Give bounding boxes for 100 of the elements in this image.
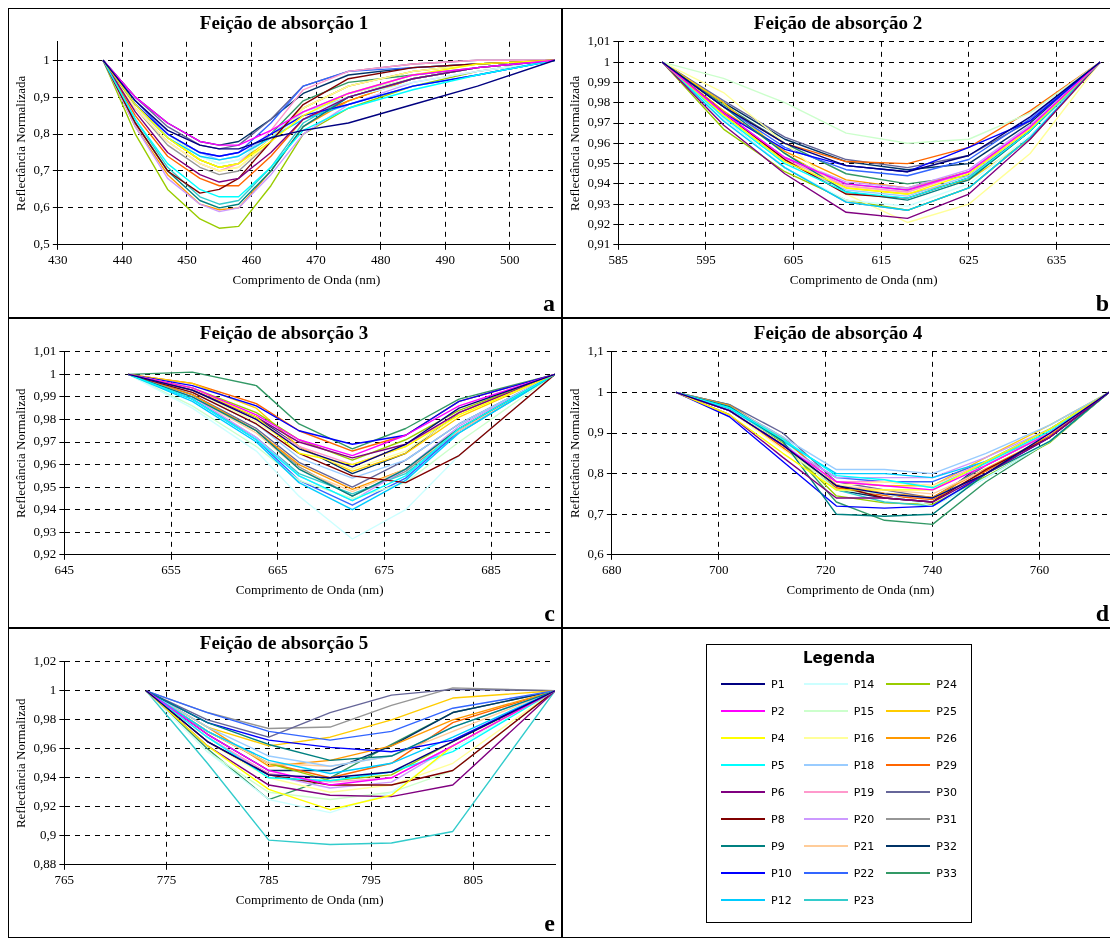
x-tick-label: 665 (267, 562, 288, 578)
y-axis-title: Reflectância Normalizada (13, 75, 29, 211)
legend-label: P6 (771, 785, 785, 799)
text: a (543, 290, 555, 317)
legend-label: P4 (771, 731, 785, 745)
x-tick-label: 585 (608, 252, 629, 268)
x-tick-label: 685 (481, 562, 501, 578)
x-tick-label: 700 (709, 562, 729, 578)
y-tick-label: 0,92 (33, 798, 57, 814)
text: d (1095, 600, 1109, 627)
legend-label: P26 (936, 731, 957, 745)
chart-title: Feição de absorção 5 (199, 632, 369, 654)
y-tick-label: 1 (603, 53, 611, 69)
x-tick-label: 635 (1046, 252, 1067, 268)
legend-label: P21 (853, 839, 875, 853)
y-tick-label: 0,93 (33, 523, 57, 539)
y-tick-label: 0,99 (587, 73, 611, 89)
y-tick-label: 0,8 (33, 125, 50, 141)
text: e (544, 910, 555, 937)
x-axis-title: Comprimento de Onda (nm) (235, 581, 384, 597)
legend-label: P12 (771, 893, 792, 907)
y-tick-label: 0,97 (587, 114, 611, 130)
legend-label: P23 (853, 893, 875, 907)
y-tick-label: 0,94 (33, 769, 57, 785)
y-tick-label: 0,98 (587, 94, 611, 110)
x-tick-label: 615 (871, 252, 891, 268)
chart-title: Feição de absorção 3 (199, 322, 369, 344)
text: c (544, 600, 555, 627)
x-tick-label: 760 (1029, 562, 1050, 578)
y-tick-label: 0,94 (587, 175, 611, 191)
x-tick-label: 795 (361, 872, 381, 888)
chart-title: Feição de absorção 2 (753, 12, 923, 34)
x-tick-label: 460 (241, 252, 262, 268)
y-tick-label: 0,91 (587, 236, 611, 252)
x-tick-label: 430 (48, 252, 68, 268)
legend-label: P31 (936, 812, 957, 826)
y-axis-title: Reflectância Normalizad (567, 388, 583, 519)
y-tick-label: 1,01 (587, 33, 611, 49)
y-tick-label: 1 (49, 682, 57, 698)
y-tick-label: 0,97 (33, 433, 57, 449)
legend-label: P30 (936, 785, 957, 799)
x-tick-label: 450 (177, 252, 197, 268)
y-axis-title: Reflectância Normalizad (13, 388, 29, 519)
y-tick-label: 0,92 (587, 215, 611, 231)
legend-label: P1 (771, 677, 785, 691)
y-tick-label: 0,9 (587, 424, 604, 440)
text: b (1095, 290, 1109, 317)
y-tick-label: 0,9 (40, 827, 57, 843)
y-tick-label: 0,94 (33, 501, 57, 517)
x-tick-label: 785 (259, 872, 279, 888)
y-tick-label: 0,95 (587, 155, 611, 171)
legend-label: P9 (771, 839, 785, 853)
legend-label: P10 (771, 866, 792, 880)
y-tick-label: 0,9 (33, 88, 50, 104)
y-axis-title: Reflectância Normalizad (13, 698, 29, 829)
y-tick-label: 0,7 (587, 505, 605, 521)
y-tick-label: 1,1 (587, 343, 604, 359)
x-tick-label: 490 (435, 252, 455, 268)
x-axis-title: Comprimento de Onda (nm) (235, 891, 384, 907)
y-tick-label: 0,7 (33, 162, 51, 178)
x-axis-title: Comprimento de Onda (nm) (232, 271, 381, 287)
legend-label: P2 (771, 704, 785, 718)
x-tick-label: 675 (374, 562, 395, 578)
x-tick-label: 625 (959, 252, 979, 268)
legend-label: P33 (936, 866, 957, 880)
y-tick-label: 0,95 (33, 478, 57, 494)
y-axis-title: Reflectância Normalizada (567, 75, 583, 211)
y-tick-label: 1 (597, 383, 604, 399)
y-tick-label: 1,01 (33, 343, 57, 359)
y-tick-label: 0,92 (33, 546, 57, 562)
legend-label: P15 (853, 704, 875, 718)
y-tick-label: 0,93 (587, 195, 611, 211)
chart-title: Feição de absorção 1 (199, 12, 369, 34)
x-axis-title: Comprimento de Onda (nm) (789, 271, 938, 287)
legend-label: P8 (771, 812, 785, 826)
legend-label: P24 (936, 677, 957, 691)
y-tick-label: 0,88 (33, 856, 57, 872)
legend-label: P22 (853, 866, 875, 880)
x-tick-label: 605 (783, 252, 804, 268)
x-tick-label: 680 (602, 562, 622, 578)
chart-title: Feição de absorção 4 (753, 322, 923, 344)
x-tick-label: 470 (306, 252, 326, 268)
legend-label: P19 (853, 785, 875, 799)
y-tick-label: 0,6 (587, 546, 605, 562)
legend-label: P32 (936, 839, 957, 853)
x-axis-title: Comprimento de Onda (nm) (786, 581, 935, 597)
legend-title: Legenda (801, 648, 877, 667)
legend-label: P18 (853, 758, 875, 772)
x-tick-label: 595 (696, 252, 716, 268)
y-tick-label: 0,98 (33, 410, 57, 426)
y-tick-label: 1 (49, 365, 57, 381)
x-tick-label: 775 (156, 872, 177, 888)
y-tick-label: 0,6 (33, 199, 51, 215)
x-tick-label: 765 (54, 872, 75, 888)
y-tick-label: 1 (43, 51, 50, 67)
x-tick-label: 645 (54, 562, 75, 578)
x-tick-label: 440 (112, 252, 133, 268)
y-tick-label: 0,99 (33, 388, 57, 404)
x-tick-label: 805 (463, 872, 483, 888)
y-tick-label: 1,02 (33, 653, 57, 669)
